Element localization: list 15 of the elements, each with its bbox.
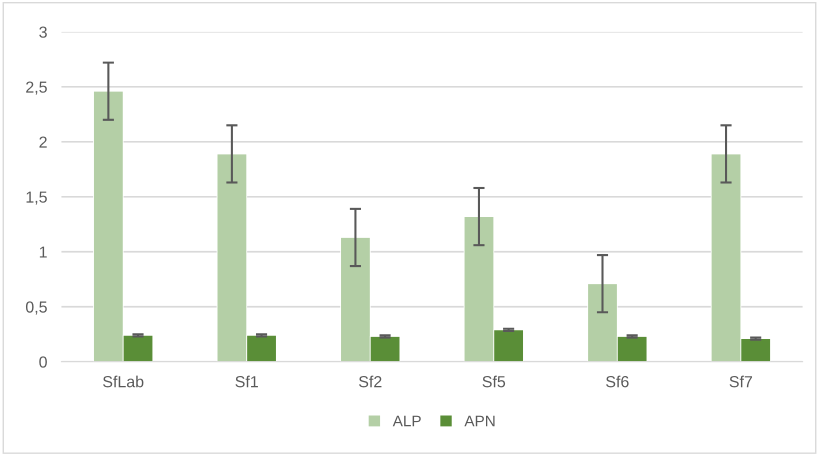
legend-label: APN [464,416,495,426]
y-tick-label: 1 [40,246,47,258]
y-tick-label: 2,5 [26,81,47,95]
legend-label: ALP [392,416,421,426]
x-tick-label: Sf7 [730,376,752,388]
x-tick-label: Sf6 [606,376,629,388]
x-tick-label: Sf2 [358,376,382,388]
y-tick-label: 2 [39,136,47,148]
y-tick-label: 0 [39,356,47,368]
x-tick-label: Sf1 [235,376,258,388]
x-tick-label: SfLab [103,376,144,388]
y-tick-label: 3 [39,26,47,38]
y-tick-label: 1,5 [26,192,47,205]
y-tick-label: 0,5 [26,301,47,315]
x-tick-label: Sf5 [482,376,506,388]
